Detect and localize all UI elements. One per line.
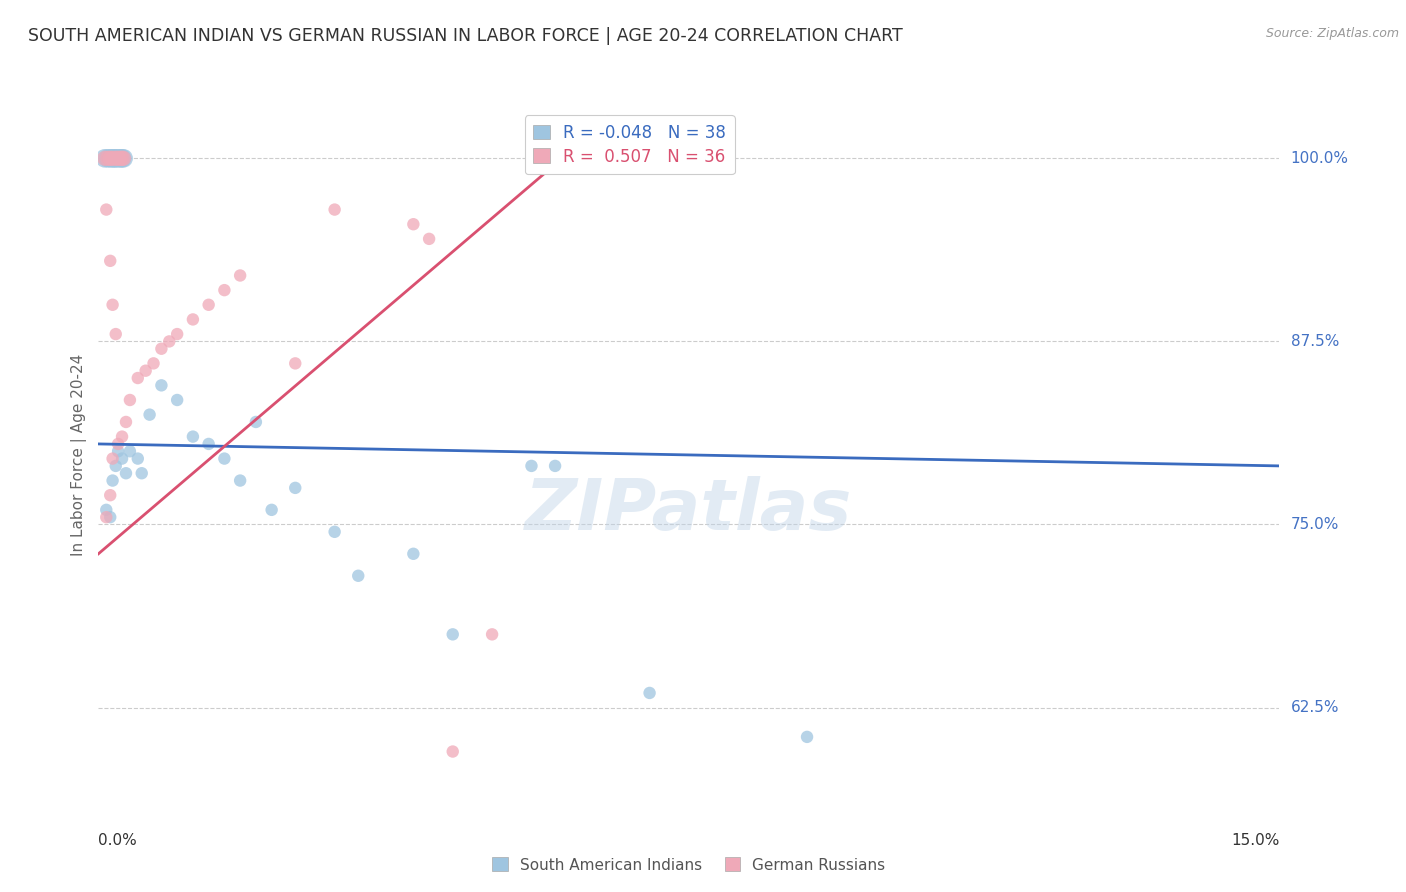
- Point: [131, 467, 153, 481]
- Point: [96, 503, 118, 517]
- Point: [181, 429, 204, 443]
- Point: [101, 298, 124, 312]
- Point: [214, 451, 236, 466]
- Point: [111, 451, 134, 466]
- Point: [101, 451, 124, 466]
- Point: [97, 151, 120, 165]
- Text: SOUTH AMERICAN INDIAN VS GERMAN RUSSIAN IN LABOR FORCE | AGE 20-24 CORRELATION C: SOUTH AMERICAN INDIAN VS GERMAN RUSSIAN …: [28, 27, 903, 45]
- Point: [97, 151, 120, 165]
- Point: [98, 488, 121, 502]
- Point: [638, 686, 661, 700]
- Point: [104, 327, 127, 342]
- Point: [111, 151, 134, 165]
- Point: [118, 392, 141, 407]
- Point: [111, 151, 134, 165]
- Point: [260, 503, 283, 517]
- Point: [127, 451, 149, 466]
- Point: [441, 745, 464, 759]
- Point: [229, 474, 252, 488]
- Point: [115, 415, 138, 429]
- Text: ZIPatlas: ZIPatlas: [526, 476, 852, 545]
- Point: [101, 474, 124, 488]
- Point: [347, 568, 370, 582]
- Point: [107, 444, 129, 458]
- Point: [142, 356, 165, 370]
- Point: [284, 356, 307, 370]
- Point: [166, 327, 188, 342]
- Point: [111, 429, 134, 443]
- Point: [138, 408, 160, 422]
- Point: [229, 268, 252, 283]
- Point: [98, 510, 121, 524]
- Point: [112, 151, 135, 165]
- Point: [441, 627, 464, 641]
- Point: [127, 371, 149, 385]
- Text: 62.5%: 62.5%: [1291, 700, 1339, 715]
- Point: [150, 378, 173, 392]
- Point: [166, 392, 188, 407]
- Point: [150, 342, 173, 356]
- Point: [157, 334, 180, 349]
- Point: [214, 283, 236, 297]
- Point: [197, 298, 219, 312]
- Point: [544, 458, 567, 473]
- Point: [418, 232, 440, 246]
- Point: [323, 524, 346, 539]
- Point: [107, 437, 129, 451]
- Y-axis label: In Labor Force | Age 20-24: In Labor Force | Age 20-24: [72, 354, 87, 556]
- Point: [796, 730, 818, 744]
- Point: [481, 627, 503, 641]
- Point: [96, 510, 118, 524]
- Point: [101, 151, 124, 165]
- Point: [98, 151, 121, 165]
- Point: [96, 202, 118, 217]
- Point: [197, 437, 219, 451]
- Point: [110, 151, 132, 165]
- Point: [402, 547, 425, 561]
- Text: 75.0%: 75.0%: [1291, 517, 1339, 532]
- Point: [101, 151, 124, 165]
- Point: [135, 364, 157, 378]
- Point: [245, 415, 267, 429]
- Text: 87.5%: 87.5%: [1291, 334, 1339, 349]
- Legend: South American Indians, German Russians: South American Indians, German Russians: [486, 851, 891, 879]
- Point: [402, 217, 425, 231]
- Point: [93, 151, 115, 165]
- Point: [98, 253, 121, 268]
- Point: [520, 458, 543, 473]
- Point: [118, 444, 141, 458]
- Point: [110, 151, 132, 165]
- Text: 15.0%: 15.0%: [1232, 833, 1279, 848]
- Point: [112, 151, 135, 165]
- Text: 0.0%: 0.0%: [98, 833, 138, 848]
- Point: [107, 151, 129, 165]
- Point: [284, 481, 307, 495]
- Point: [181, 312, 204, 326]
- Point: [104, 151, 127, 165]
- Point: [107, 151, 129, 165]
- Point: [323, 202, 346, 217]
- Point: [103, 151, 125, 165]
- Text: Source: ZipAtlas.com: Source: ZipAtlas.com: [1265, 27, 1399, 40]
- Text: 100.0%: 100.0%: [1291, 151, 1348, 166]
- Point: [93, 151, 115, 165]
- Point: [115, 467, 138, 481]
- Point: [98, 151, 121, 165]
- Point: [104, 458, 127, 473]
- Point: [104, 151, 127, 165]
